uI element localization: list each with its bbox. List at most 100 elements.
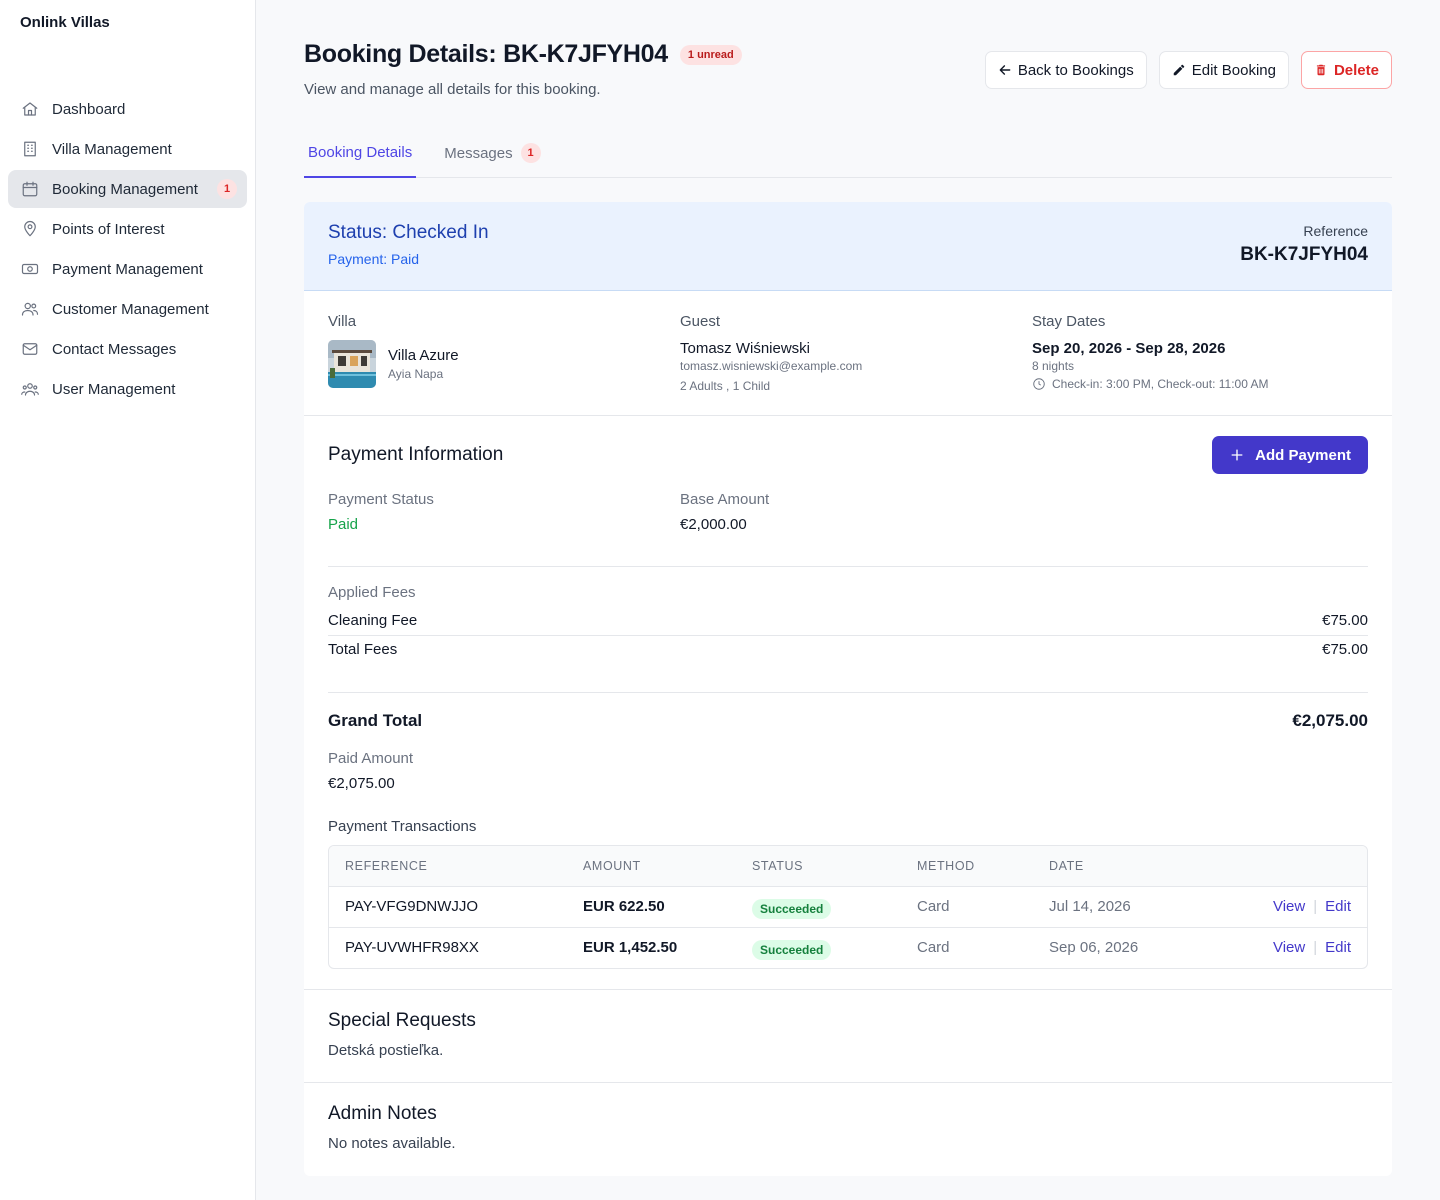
action-separator: | <box>1313 939 1318 956</box>
sidebar-item-label: Dashboard <box>52 100 126 118</box>
transaction-date: Jul 14, 2026 <box>1049 898 1131 915</box>
unread-badge: 1 unread <box>679 44 742 65</box>
back-to-bookings-button[interactable]: Back to Bookings <box>984 51 1147 89</box>
divider <box>328 566 1368 567</box>
guest-label: Guest <box>680 313 721 330</box>
column-header-amount: AMOUNT <box>583 859 641 873</box>
check-times-text: Check-in: 3:00 PM, Check-out: 11:00 AM <box>1052 377 1269 391</box>
special-requests-title: Special Requests <box>328 1010 476 1031</box>
sidebar-item-label: User Management <box>52 380 176 398</box>
sidebar-nav: Dashboard Villa Management Booking Manag… <box>8 90 247 410</box>
fee-name: Cleaning Fee <box>328 612 418 629</box>
column-header-status: STATUS <box>752 859 804 873</box>
transaction-amount: EUR 1,452.50 <box>583 939 678 956</box>
column-header-reference: REFERENCE <box>345 859 428 873</box>
guest-party: 2 Adults , 1 Child <box>680 379 771 393</box>
villa-image <box>328 340 376 388</box>
user-group-icon <box>20 379 40 399</box>
view-transaction-link[interactable]: View <box>1272 898 1306 915</box>
cash-icon <box>20 259 40 279</box>
villa-location: Ayia Napa <box>388 367 444 381</box>
stay-nights: 8 nights <box>1032 359 1075 373</box>
reference-value: BK-K7JFYH04 <box>1240 244 1368 265</box>
view-transaction-link[interactable]: View <box>1272 939 1306 956</box>
villa-thumbnail[interactable] <box>328 340 376 388</box>
sidebar-item-label: Contact Messages <box>52 340 177 358</box>
sidebar-item-label: Customer Management <box>52 300 209 318</box>
mail-icon <box>20 339 40 359</box>
map-pin-icon <box>20 219 40 239</box>
tab-booking-details[interactable]: Booking Details <box>304 128 417 178</box>
payment-status-label: Payment Status <box>328 491 434 508</box>
trash-icon <box>1316 64 1326 76</box>
sidebar-item-contact-messages[interactable]: Contact Messages <box>8 330 247 368</box>
action-separator: | <box>1313 898 1318 915</box>
sidebar-item-villa-management[interactable]: Villa Management <box>8 130 247 168</box>
table-row: PAY-UVWHFR98XX EUR 1,452.50 Succeeded Ca… <box>329 928 1367 968</box>
total-fees-row: Total Fees €75.00 <box>328 641 1368 658</box>
payment-title: Payment Information <box>328 444 504 465</box>
home-icon <box>20 99 40 119</box>
sidebar-item-label: Points of Interest <box>52 220 165 238</box>
page-title: Booking Details: BK-K7JFYH04 <box>304 40 668 68</box>
divider <box>304 989 1392 990</box>
sidebar-item-payment-management[interactable]: Payment Management <box>8 250 247 288</box>
sidebar-item-label: Villa Management <box>52 140 172 158</box>
fee-row: Cleaning Fee €75.00 <box>328 612 1368 629</box>
sidebar-item-dashboard[interactable]: Dashboard <box>8 90 247 128</box>
delete-button[interactable]: Delete <box>1300 51 1392 89</box>
paid-amount-block: Paid Amount €2,075.00 <box>328 750 413 792</box>
divider <box>328 635 1368 636</box>
applied-fees-label: Applied Fees <box>328 584 416 601</box>
users-icon <box>20 299 40 319</box>
transaction-method: Card <box>917 939 950 956</box>
clock-icon <box>1033 378 1045 390</box>
transactions-label: Payment Transactions <box>328 818 477 835</box>
sidebar-item-user-management[interactable]: User Management <box>8 370 247 408</box>
admin-notes-text: No notes available. <box>328 1135 456 1152</box>
booking-summary-row: Villa Villa Azure <box>304 291 1392 416</box>
payment-section: Payment Information Add Payment Payment … <box>304 416 1392 990</box>
guest-section: Guest Tomasz Wiśniewski tomasz.wisniewsk… <box>680 313 862 393</box>
table-row: PAY-VFG9DNWJJO EUR 622.50 Succeeded Card… <box>329 887 1367 928</box>
special-requests-text: Detská postieľka. <box>328 1042 444 1059</box>
total-fees-label: Total Fees <box>328 641 398 658</box>
edit-transaction-link[interactable]: Edit <box>1325 939 1351 956</box>
divider <box>304 1082 1392 1083</box>
stay-section: Stay Dates Sep 20, 2026 - Sep 28, 2026 8… <box>1032 313 1269 391</box>
stay-label: Stay Dates <box>1032 313 1106 330</box>
edit-booking-button[interactable]: Edit Booking <box>1158 51 1289 89</box>
tab-label: Booking Details <box>308 143 413 161</box>
base-amount-label: Base Amount <box>680 491 770 508</box>
row-actions: View | Edit <box>1273 939 1351 956</box>
brand-name[interactable]: Onlink Villas <box>20 14 110 31</box>
sidebar-item-points-of-interest[interactable]: Points of Interest <box>8 210 247 248</box>
sidebar-item-booking-management[interactable]: Booking Management 1 <box>8 170 247 208</box>
header-actions: Back to Bookings Edit Booking Delete <box>984 51 1392 89</box>
back-to-bookings-label: Back to Bookings <box>1017 61 1134 79</box>
sidebar-item-label: Payment Management <box>52 260 203 278</box>
admin-notes-section: Admin Notes No notes available. <box>328 1103 456 1152</box>
villa-label: Villa <box>328 313 357 330</box>
add-payment-label: Add Payment <box>1255 446 1351 464</box>
title-row: Booking Details: BK-K7JFYH04 1 unread <box>304 40 742 69</box>
admin-notes-title: Admin Notes <box>328 1103 437 1124</box>
edit-transaction-link[interactable]: Edit <box>1325 898 1351 915</box>
pencil-icon <box>1173 64 1184 76</box>
paid-amount-label: Paid Amount <box>328 750 414 767</box>
total-fees-value: €75.00 <box>1322 641 1368 658</box>
add-payment-button[interactable]: Add Payment <box>1212 436 1368 474</box>
status-banner: Status: Checked In Payment: Paid Referen… <box>304 202 1392 291</box>
transaction-amount: EUR 622.50 <box>583 898 665 915</box>
paid-amount-value: €2,075.00 <box>328 775 395 792</box>
transaction-reference: PAY-VFG9DNWJJO <box>345 898 479 915</box>
delete-label: Delete <box>1333 61 1379 79</box>
messages-count-badge: 1 <box>520 143 541 163</box>
stay-dates: Sep 20, 2026 - Sep 28, 2026 <box>1032 340 1226 357</box>
sidebar-item-customer-management[interactable]: Customer Management <box>8 290 247 328</box>
special-requests-section: Special Requests Detská postieľka. <box>328 1010 476 1059</box>
transaction-date: Sep 06, 2026 <box>1049 939 1139 956</box>
tab-messages[interactable]: Messages 1 <box>440 128 544 178</box>
tab-bar: Booking Details Messages 1 <box>304 128 1392 178</box>
reference-label: Reference <box>1303 223 1368 239</box>
